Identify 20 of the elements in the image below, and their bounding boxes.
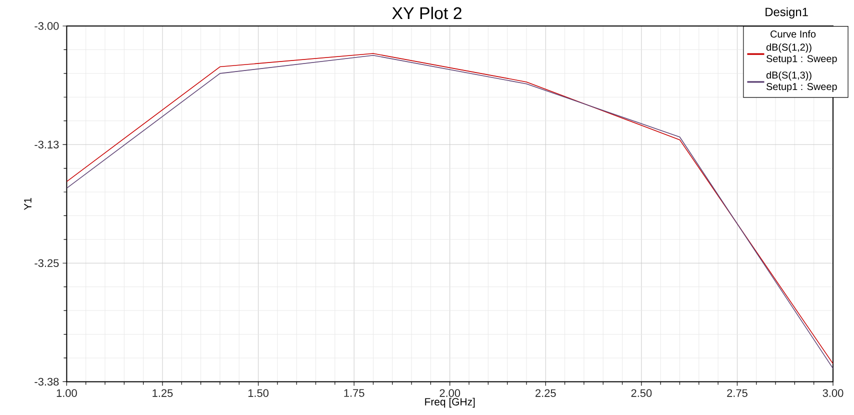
- x-tick-label: 1.75: [344, 389, 364, 397]
- x-tick-label: 2.00: [440, 389, 460, 397]
- legend-label: dB(S(1,3)) Setup1 : Sweep: [766, 71, 837, 92]
- x-tick-label: 1.50: [248, 389, 268, 397]
- legend-label: dB(S(1,2)) Setup1 : Sweep: [766, 43, 837, 64]
- y-axis-title: Y1: [24, 198, 32, 210]
- x-axis-title: Freq [GHz]: [425, 398, 475, 408]
- x-tick-label: 2.25: [536, 389, 556, 397]
- chart-title: XY Plot 2: [392, 6, 462, 20]
- text: Design1: [766, 7, 808, 19]
- y-tick-label: -3.00: [34, 22, 59, 30]
- legend-title: Curve Info: [770, 30, 816, 38]
- x-tick-label: 1.00: [56, 389, 77, 397]
- y-tick-label: -3.13: [34, 140, 59, 148]
- x-tick-label: 2.50: [631, 389, 652, 397]
- y-tick-label: -3.25: [34, 259, 59, 268]
- y-tick-label: -3.38: [34, 378, 59, 386]
- x-tick-label: 1.25: [152, 389, 173, 397]
- x-tick-label: 2.75: [727, 389, 748, 397]
- x-tick-label: 3.00: [822, 389, 844, 397]
